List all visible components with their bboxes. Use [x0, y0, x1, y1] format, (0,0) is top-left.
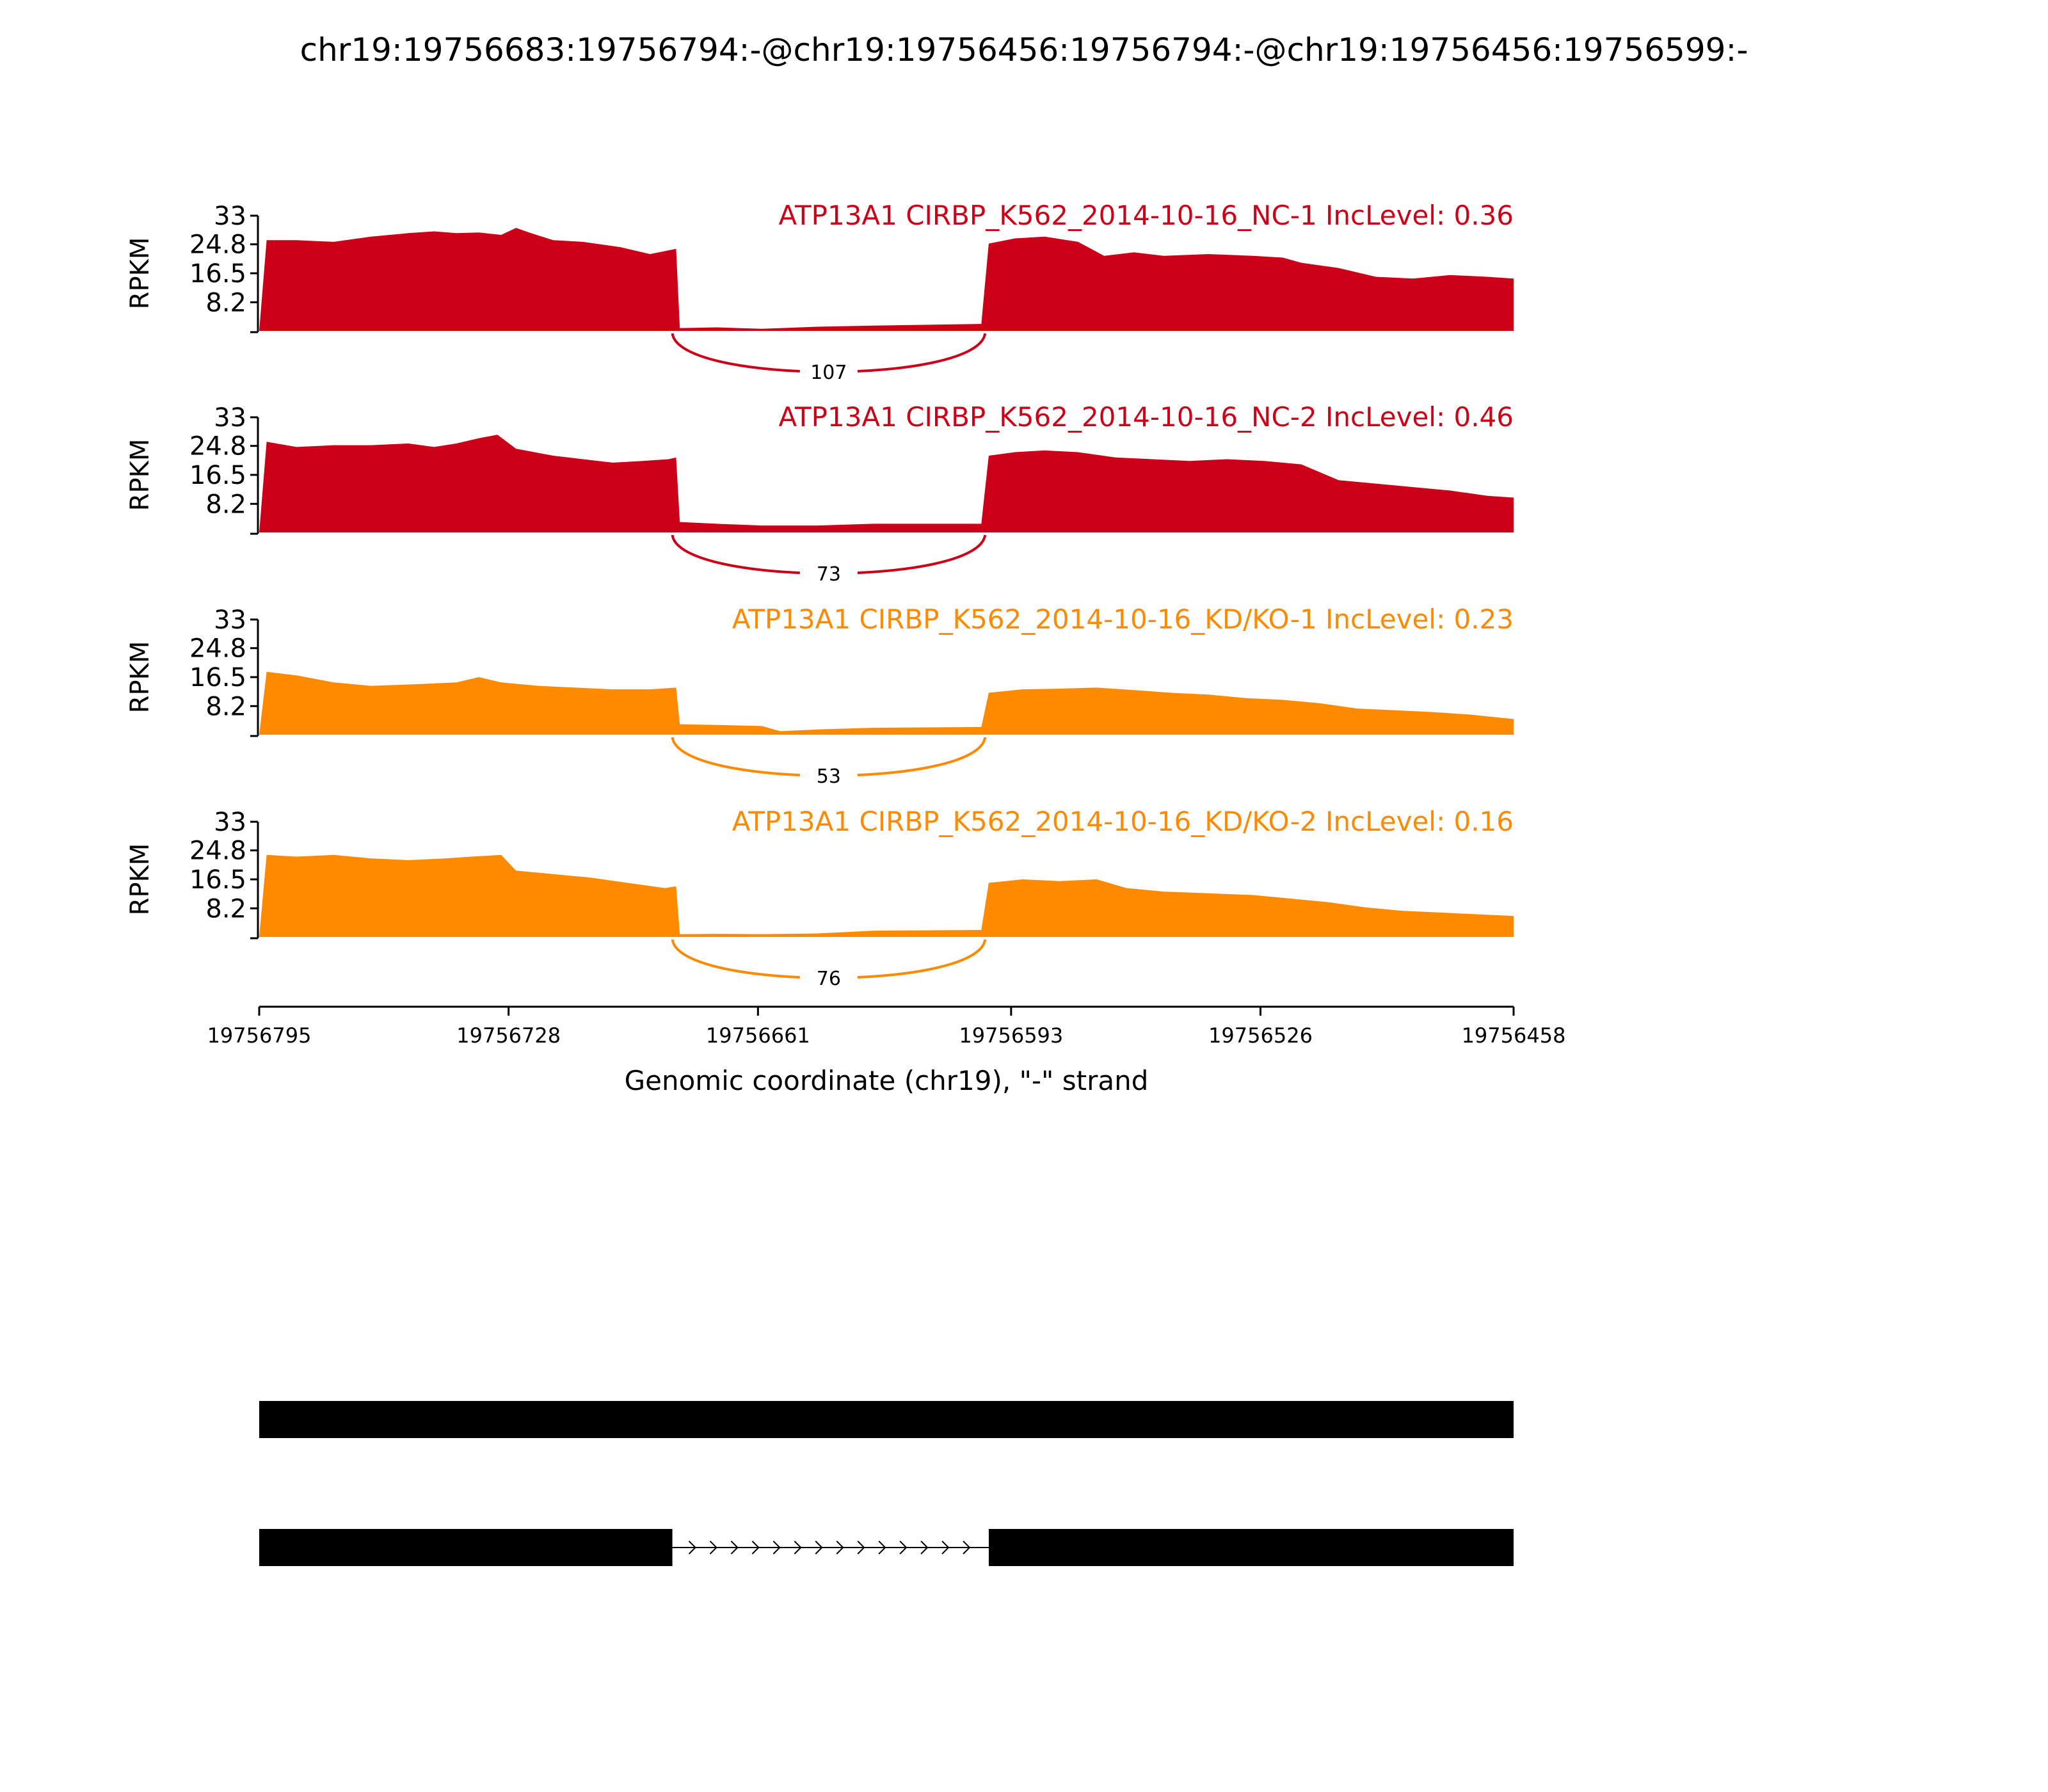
- exon-block: [259, 1529, 673, 1566]
- x-tick-label: 19756728: [456, 1023, 561, 1048]
- x-tick-label: 19756661: [706, 1023, 810, 1048]
- y-tick-label: 24.8: [189, 230, 246, 260]
- x-tick-label: 19756526: [1208, 1023, 1313, 1048]
- junction-count-label: 76: [817, 968, 841, 990]
- junction-count-background: [799, 561, 858, 586]
- coverage-area: [259, 854, 1514, 937]
- y-tick-label: 16.5: [189, 259, 246, 289]
- x-axis-label: Genomic coordinate (chr19), "-" strand: [625, 1065, 1149, 1096]
- y-axis-label: RPKM: [125, 844, 155, 916]
- y-tick-label: 8.2: [205, 288, 246, 317]
- strand-arrow: [709, 1540, 717, 1555]
- strand-arrow: [963, 1540, 971, 1555]
- strand-arrow: [730, 1540, 739, 1555]
- junction-count-background: [799, 359, 858, 385]
- strand-arrow: [815, 1540, 823, 1555]
- track-label: ATP13A1 CIRBP_K562_2014-10-16_KD/KO-1 In…: [732, 604, 1514, 635]
- track-label: ATP13A1 CIRBP_K562_2014-10-16_KD/KO-2 In…: [732, 806, 1514, 837]
- y-axis-label: RPKM: [125, 641, 155, 714]
- strand-arrow: [857, 1540, 865, 1555]
- y-tick-label: 8.2: [205, 894, 246, 924]
- x-tick-label: 19756795: [207, 1023, 312, 1048]
- y-axis-label: RPKM: [125, 237, 155, 310]
- chart-title: chr19:19756683:19756794:-@chr19:19756456…: [300, 31, 1748, 68]
- track-4: 8.216.524.833 RPKM ATP13A1 CIRBP_K562_2014…: [125, 806, 1514, 991]
- isoform-2: [259, 1529, 1514, 1566]
- y-tick-label: 16.5: [189, 865, 246, 895]
- strand-arrow: [941, 1540, 950, 1555]
- y-tick-label: 24.8: [189, 836, 246, 866]
- x-axis: 19756795 19756728 19756661 19756593 19756526…: [207, 1005, 1566, 1096]
- y-axis-label: RPKM: [125, 439, 155, 511]
- track-2: 8.216.524.833 RPKM ATP13A1 CIRBP_K562_2014…: [125, 401, 1514, 586]
- y-tick-label: 24.8: [189, 634, 246, 664]
- coverage-area: [259, 671, 1514, 735]
- isoform-1: [259, 1401, 1514, 1438]
- strand-arrow: [751, 1540, 760, 1555]
- track-3: 8.216.524.833 RPKM ATP13A1 CIRBP_K562_2014…: [125, 604, 1514, 788]
- x-tick-label: 19756593: [959, 1023, 1063, 1048]
- y-tick-label: 33: [214, 808, 246, 837]
- isoform-models: [259, 1401, 1514, 1566]
- y-tick-label: 24.8: [189, 432, 246, 461]
- coverage-area: [259, 435, 1514, 532]
- track-label: ATP13A1 CIRBP_K562_2014-10-16_NC-2 IncLe…: [779, 401, 1514, 433]
- strand-arrow: [878, 1540, 886, 1555]
- junction-count-label: 107: [810, 362, 847, 384]
- y-tick-label: 33: [214, 403, 246, 433]
- x-tick-label: 19756458: [1462, 1023, 1566, 1048]
- y-tick-label: 33: [214, 202, 246, 231]
- junction-count-background: [799, 763, 858, 788]
- y-tick-label: 16.5: [189, 663, 246, 692]
- track-1: 8.216.524.833 RPKM ATP13A1 CIRBP_K562_2014…: [125, 200, 1514, 385]
- strand-arrow: [920, 1540, 929, 1555]
- y-tick-label: 8.2: [205, 692, 246, 721]
- strand-arrow: [772, 1540, 781, 1555]
- coverage-area: [259, 228, 1514, 331]
- y-tick-label: 16.5: [189, 461, 246, 490]
- junction-count-label: 73: [817, 563, 841, 586]
- strand-arrow: [688, 1540, 696, 1555]
- strand-arrow: [794, 1540, 802, 1555]
- track-label: ATP13A1 CIRBP_K562_2014-10-16_NC-1 IncLe…: [779, 200, 1514, 231]
- y-tick-label: 33: [214, 605, 246, 635]
- exon-block: [259, 1401, 1514, 1438]
- junction-count-background: [799, 965, 858, 991]
- exon-block: [988, 1529, 1514, 1566]
- junction-count-label: 53: [817, 765, 841, 788]
- y-tick-label: 8.2: [205, 490, 246, 519]
- strand-arrow: [836, 1540, 844, 1555]
- strand-arrow: [899, 1540, 908, 1555]
